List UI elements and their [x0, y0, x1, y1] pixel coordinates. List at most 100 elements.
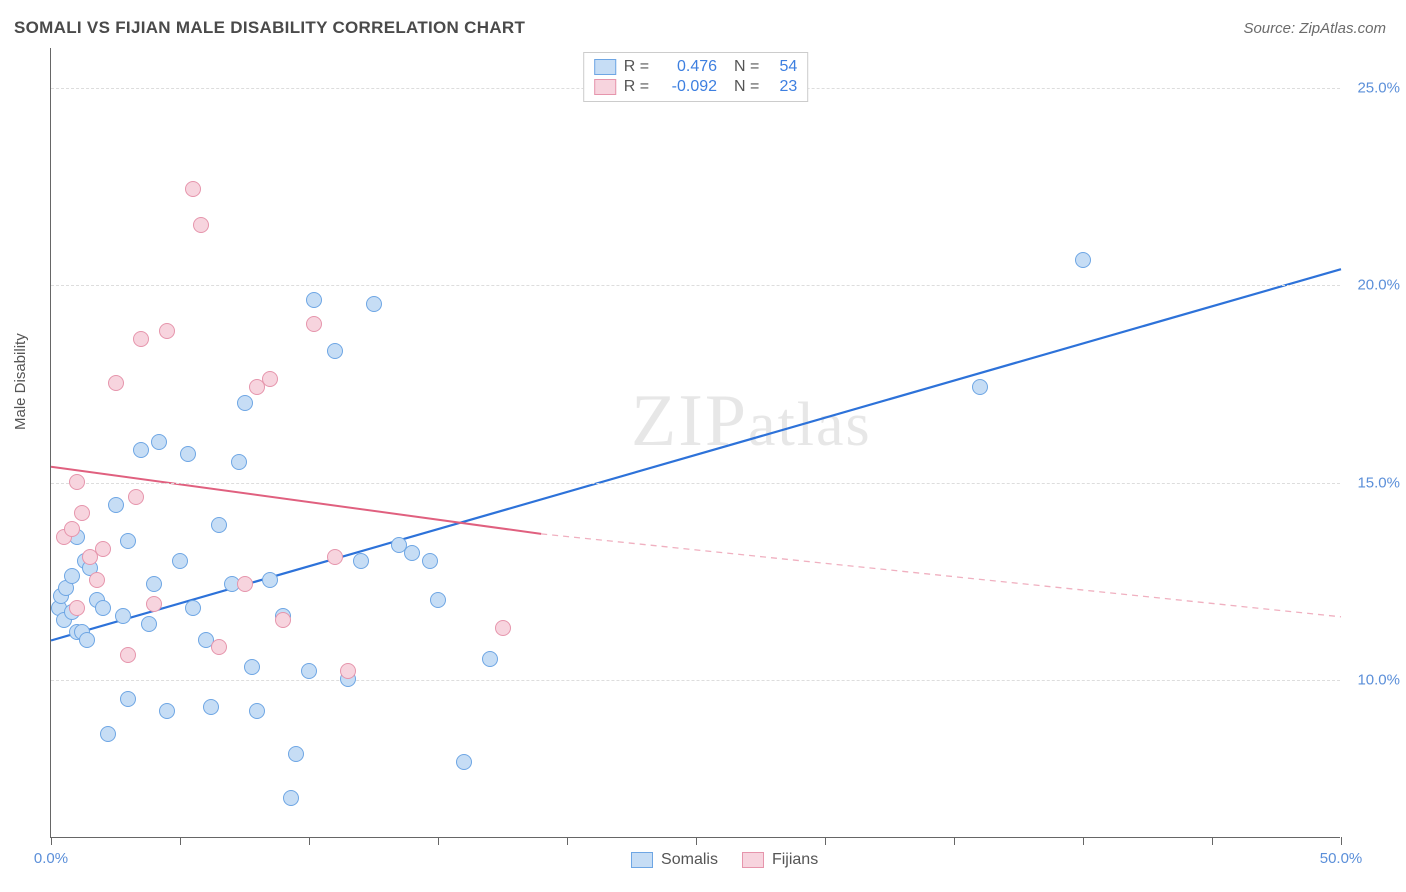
data-point: [203, 699, 219, 715]
data-point: [482, 651, 498, 667]
x-tick: [825, 837, 826, 845]
data-point: [237, 576, 253, 592]
x-tick: [438, 837, 439, 845]
y-axis-label: Male Disability: [12, 333, 29, 430]
data-point: [306, 316, 322, 332]
data-point: [74, 505, 90, 521]
data-point: [146, 576, 162, 592]
data-point: [430, 592, 446, 608]
legend-row: R = 0.476 N = 54: [594, 57, 798, 77]
legend-item: Fijians: [742, 851, 818, 869]
y-tick-label: 20.0%: [1357, 277, 1400, 294]
data-point: [159, 323, 175, 339]
legend-swatch: [631, 852, 653, 868]
data-point: [972, 379, 988, 395]
legend-r-label: R =: [624, 58, 649, 76]
data-point: [100, 726, 116, 742]
x-tick: [567, 837, 568, 845]
data-point: [456, 754, 472, 770]
data-point: [366, 296, 382, 312]
x-tick: [1212, 837, 1213, 845]
data-point: [249, 703, 265, 719]
chart-title: SOMALI VS FIJIAN MALE DISABILITY CORRELA…: [14, 18, 525, 38]
y-tick-label: 10.0%: [1357, 672, 1400, 689]
data-point: [151, 434, 167, 450]
legend-item: Somalis: [631, 851, 718, 869]
x-tick: [180, 837, 181, 845]
legend-swatch: [594, 59, 616, 75]
y-tick-label: 25.0%: [1357, 79, 1400, 96]
data-point: [64, 521, 80, 537]
legend-r-value: -0.092: [657, 78, 717, 96]
data-point: [180, 446, 196, 462]
data-point: [120, 647, 136, 663]
data-point: [69, 600, 85, 616]
x-tick: [1083, 837, 1084, 845]
data-point: [79, 632, 95, 648]
data-point: [120, 533, 136, 549]
data-point: [64, 568, 80, 584]
gridline: [51, 285, 1340, 286]
x-tick-label: 50.0%: [1320, 850, 1363, 867]
data-point: [495, 620, 511, 636]
data-point: [422, 553, 438, 569]
x-tick-label: 0.0%: [34, 850, 68, 867]
legend-label: Fijians: [772, 851, 818, 869]
data-point: [283, 790, 299, 806]
data-point: [108, 375, 124, 391]
legend-n-value: 23: [767, 78, 797, 96]
data-point: [327, 549, 343, 565]
data-point: [237, 395, 253, 411]
data-point: [95, 600, 111, 616]
data-point: [244, 659, 260, 675]
data-point: [185, 600, 201, 616]
legend-n-label: N =: [725, 78, 759, 96]
data-point: [141, 616, 157, 632]
trend-lines: [51, 48, 1341, 838]
data-point: [115, 608, 131, 624]
y-tick-label: 15.0%: [1357, 474, 1400, 491]
gridline: [51, 483, 1340, 484]
legend-r-label: R =: [624, 78, 649, 96]
data-point: [185, 181, 201, 197]
data-point: [89, 572, 105, 588]
data-point: [301, 663, 317, 679]
data-point: [95, 541, 111, 557]
gridline: [51, 680, 1340, 681]
x-tick: [954, 837, 955, 845]
data-point: [172, 553, 188, 569]
legend-n-label: N =: [725, 58, 759, 76]
data-point: [133, 331, 149, 347]
data-point: [120, 691, 136, 707]
x-tick: [51, 837, 52, 845]
data-point: [353, 553, 369, 569]
data-point: [69, 474, 85, 490]
legend-swatch: [742, 852, 764, 868]
x-tick: [696, 837, 697, 845]
data-point: [146, 596, 162, 612]
data-point: [231, 454, 247, 470]
data-point: [128, 489, 144, 505]
legend-r-value: 0.476: [657, 58, 717, 76]
legend-n-value: 54: [767, 58, 797, 76]
legend-row: R = -0.092 N = 23: [594, 77, 798, 97]
x-tick: [1341, 837, 1342, 845]
data-point: [340, 663, 356, 679]
data-point: [262, 572, 278, 588]
data-point: [327, 343, 343, 359]
source-credit: Source: ZipAtlas.com: [1243, 20, 1386, 37]
correlation-legend: R = 0.476 N = 54 R = -0.092 N = 23: [583, 52, 809, 102]
legend-label: Somalis: [661, 851, 718, 869]
data-point: [306, 292, 322, 308]
data-point: [211, 517, 227, 533]
data-point: [262, 371, 278, 387]
data-point: [193, 217, 209, 233]
data-point: [108, 497, 124, 513]
data-point: [404, 545, 420, 561]
data-point: [275, 612, 291, 628]
data-point: [288, 746, 304, 762]
data-point: [1075, 252, 1091, 268]
plot-area: ZIPatlas R =0.476 N =54R =-0.092 N =23 S…: [50, 48, 1340, 838]
data-point: [159, 703, 175, 719]
series-legend: Somalis Fijians: [631, 851, 818, 869]
